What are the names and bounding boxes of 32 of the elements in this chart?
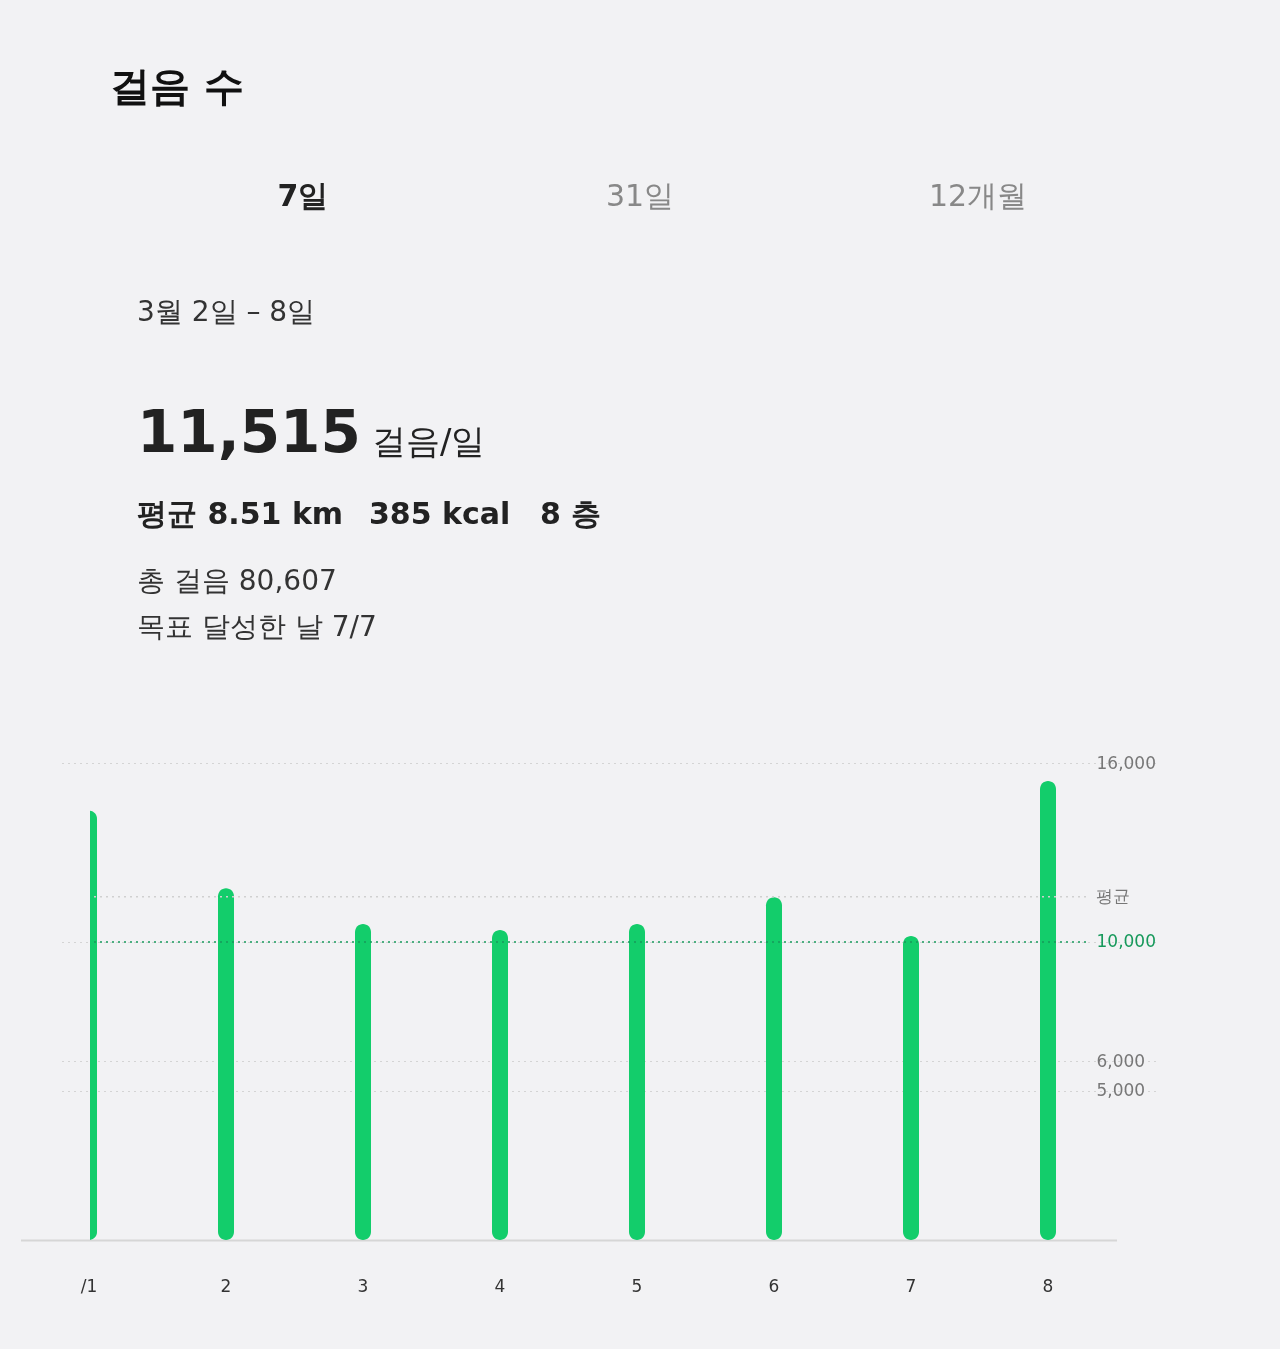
text: 7일 <box>277 178 329 213</box>
bar <box>629 923 645 1240</box>
text: 평균 8.51 km <box>137 496 344 531</box>
chart-subtitle: 3월 2일 – 8일 <box>137 295 316 328</box>
y-tick-label: 6,000 <box>1096 1050 1146 1071</box>
y-tick-label: 5,000 <box>1096 1080 1146 1101</box>
text: 31일 <box>605 178 675 213</box>
text: 걸음/일 <box>372 421 486 461</box>
text: 총 걸음 80,607 <box>137 564 337 597</box>
x-tick-label: 3 <box>357 1275 369 1296</box>
x-tick-label: 5 <box>631 1275 643 1296</box>
x-tick-label: 2 <box>220 1275 232 1296</box>
chart-title: 걸음 수 <box>110 63 244 109</box>
y-tick-label: 10,000 <box>1096 931 1156 952</box>
bar <box>766 897 782 1240</box>
bar <box>355 923 371 1240</box>
text: 385 kcal <box>369 496 511 531</box>
x-tick-label: 8 <box>1042 1275 1054 1296</box>
text: 11,515 <box>137 398 361 466</box>
x-tick-label: 7 <box>905 1275 917 1296</box>
bar <box>218 888 234 1240</box>
x-tick-label: /1 <box>80 1275 98 1296</box>
text: 12개월 <box>928 178 1028 213</box>
bar <box>1040 780 1056 1240</box>
x-tick-label: 6 <box>768 1275 780 1296</box>
bar <box>903 935 919 1240</box>
bar <box>492 929 508 1240</box>
text: 목표 달성한 날 7/7 <box>137 610 377 643</box>
y-tick-label: 16,000 <box>1096 752 1156 773</box>
ref-line-label: 평균 <box>1096 885 1130 906</box>
text: 8 층 <box>540 496 602 531</box>
x-tick-label: 4 <box>494 1275 506 1296</box>
